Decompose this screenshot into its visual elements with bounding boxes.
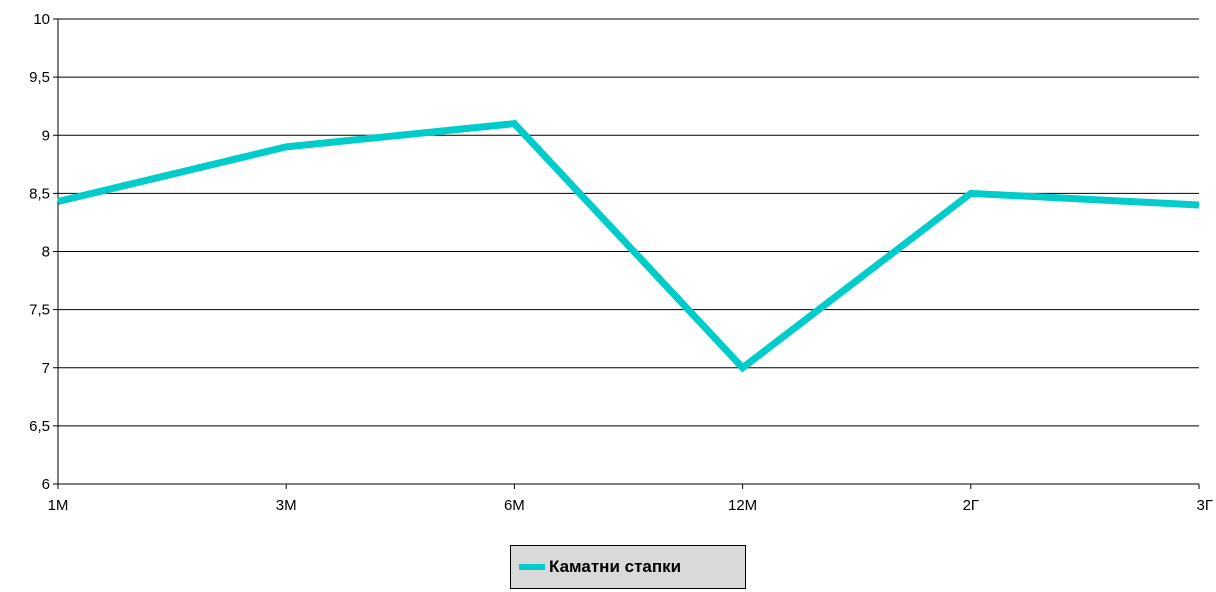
x-tick-label-4: 2Г <box>963 497 979 514</box>
data-point-0-4 <box>970 192 972 194</box>
y-tick-label-2: 7 <box>42 360 50 377</box>
data-point-0-1 <box>285 146 287 148</box>
y-tick-label-5: 8,5 <box>29 185 50 202</box>
series-layer <box>57 119 1200 373</box>
y-tick-label-0: 6 <box>42 476 50 493</box>
series-line-0 <box>57 119 1200 373</box>
y-tick-label-7: 9,5 <box>29 69 50 86</box>
gridlines <box>58 18 1199 485</box>
y-axis: 6 6,5 7 7,5 8 8,5 9 9,5 10 <box>29 11 59 493</box>
data-point-0-0 <box>57 201 59 203</box>
x-tick-label-3: 12М <box>728 497 757 514</box>
x-tick-label-1: 3М <box>276 497 297 514</box>
y-tick-label-3: 7,5 <box>29 302 50 319</box>
data-point-0-3 <box>742 367 744 369</box>
data-point-0-2 <box>513 123 515 125</box>
y-tick-label-6: 9 <box>42 127 50 144</box>
x-axis: 1М 3М 6М 12М 2Г 3Г <box>48 483 1213 514</box>
y-tick-label-4: 8 <box>42 244 50 261</box>
y-tick-label-1: 6,5 <box>29 418 50 435</box>
y-tick-label-8: 10 <box>33 11 50 28</box>
x-tick-label-5: 3Г <box>1197 497 1213 514</box>
legend-swatch <box>519 564 545 570</box>
x-tick-label-0: 1М <box>48 497 69 514</box>
legend: Каматни стапки <box>510 545 746 589</box>
legend-label-series-0: Каматни стапки <box>549 557 682 576</box>
data-point-0-5 <box>1198 204 1200 206</box>
x-tick-label-2: 6М <box>504 497 525 514</box>
